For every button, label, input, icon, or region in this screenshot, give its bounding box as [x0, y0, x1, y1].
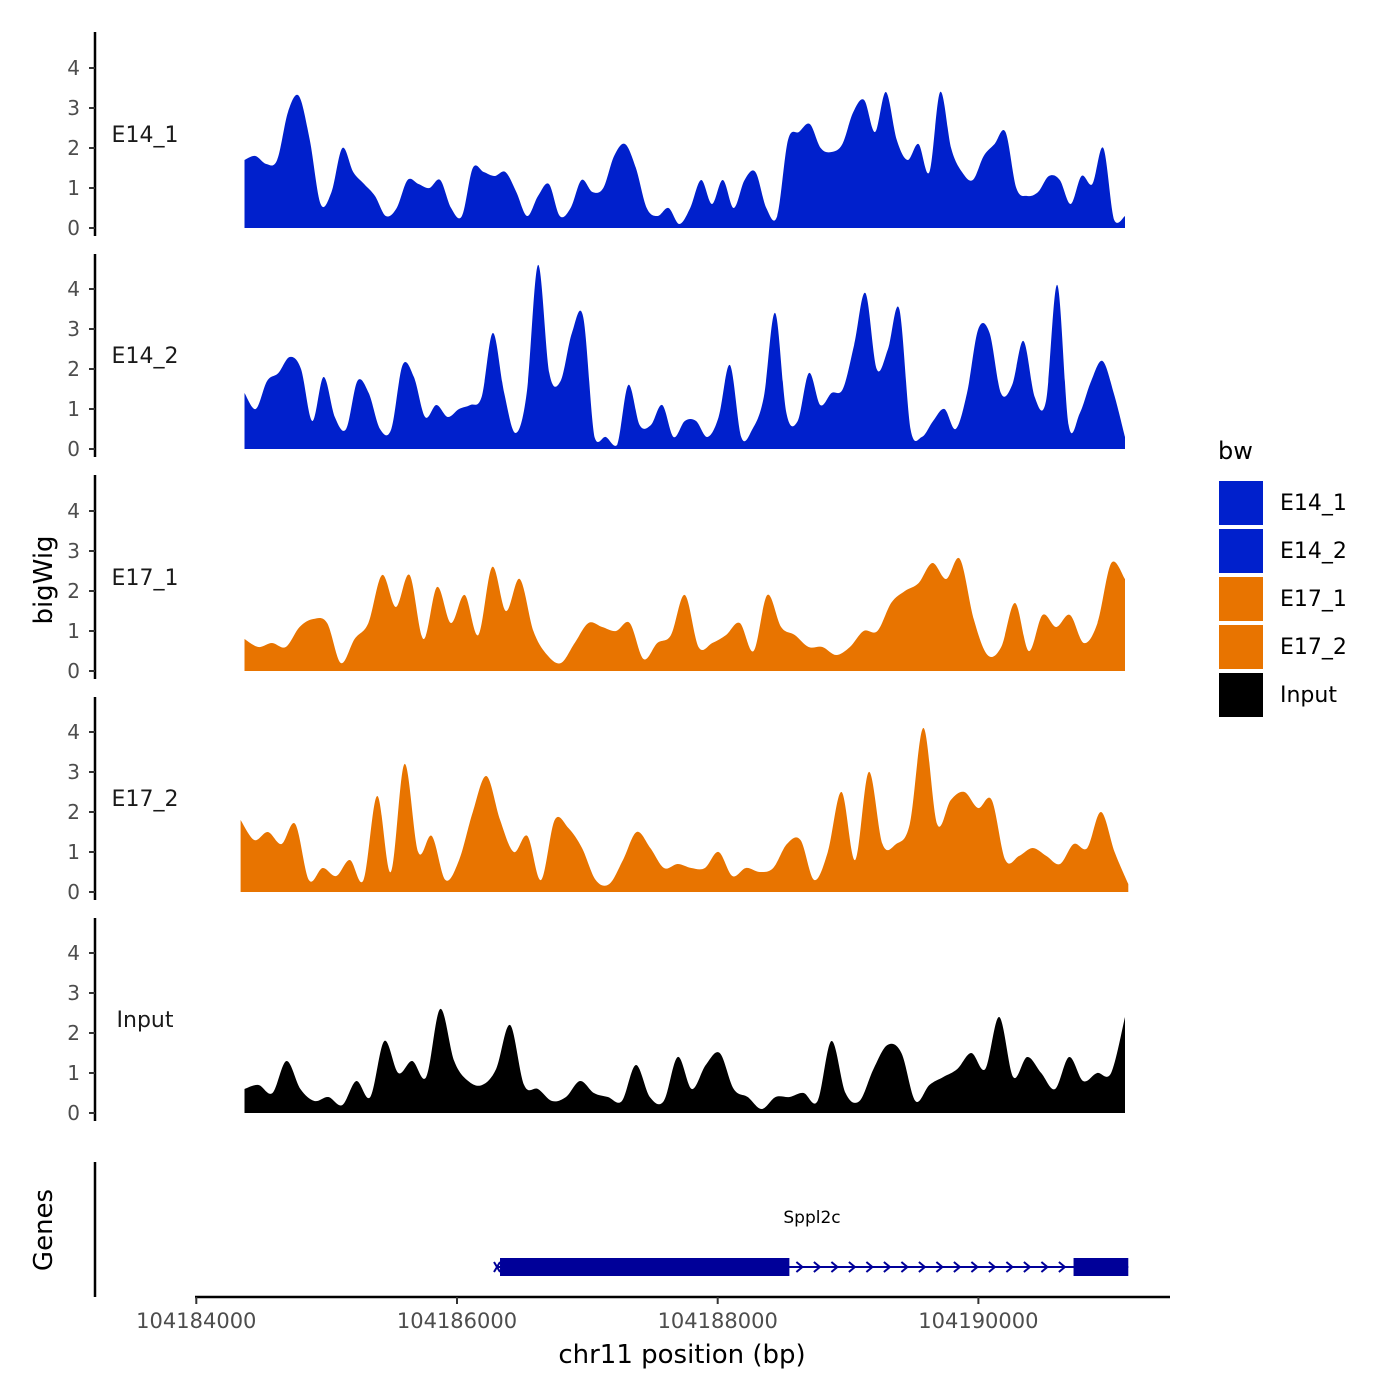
y-tick-label: 3	[67, 760, 80, 784]
area-E17_1	[244, 557, 1125, 671]
gene-track: Sppl2c	[93, 1162, 1129, 1297]
y-tick-label: 3	[67, 539, 80, 563]
track-label-E14_1: E14_1	[112, 123, 179, 148]
legend-key-E17_2	[1217, 623, 1265, 671]
legend-key-E14_1	[1217, 479, 1265, 527]
legend-label-E14_2: E14_2	[1280, 539, 1347, 564]
legend-key-Input	[1217, 671, 1265, 719]
gene-strand-arrow	[795, 1261, 804, 1273]
y-tick-label: 4	[67, 941, 80, 965]
y-tick-label: 3	[67, 317, 80, 341]
y-tick-label: 2	[67, 357, 80, 381]
gene-strand-arrow	[848, 1261, 857, 1273]
track-E17_2: 0 1 2 3 4 E17_2	[67, 697, 1129, 904]
gene-strand-arrow	[1040, 1261, 1049, 1273]
gene-strand-arrow	[813, 1261, 822, 1273]
y-tick-label: 0	[67, 880, 80, 904]
legend-label-E14_1: E14_1	[1280, 491, 1347, 516]
area-E14_1	[244, 91, 1125, 229]
y-tick-label: 2	[67, 800, 80, 824]
y-tick-label: 1	[67, 1061, 80, 1085]
legend-key-E14_2	[1217, 527, 1265, 575]
x-tick-label: 104184000	[136, 1309, 256, 1333]
y-tick-label: 4	[67, 499, 80, 523]
tracks-panel: 0 1 2 3 4 E14_1 0 1 2 3 4 E14_2 0 1 2 3 4 E17_1 0 1 2 3 4 E17_2…	[67, 32, 1129, 1125]
track-E14_2: 0 1 2 3 4 E14_2	[67, 254, 1125, 461]
track-E14_1: 0 1 2 3 4 E14_1	[67, 32, 1125, 240]
y-tick-label: 1	[67, 176, 80, 200]
track-label-E14_2: E14_2	[112, 344, 179, 369]
y-tick-label: 2	[67, 136, 80, 160]
track-E17_1: 0 1 2 3 4 E17_1	[67, 475, 1125, 683]
y-tick-label: 1	[67, 619, 80, 643]
area-Input	[244, 1008, 1125, 1113]
legend: bw E14_1 E14_2 E17_1 E17_2 Input	[1217, 437, 1347, 719]
gene-name-label: Sppl2c	[783, 1208, 840, 1228]
track-Input: 0 1 2 3 4 Input	[67, 918, 1125, 1125]
x-tick-label: 104186000	[397, 1309, 517, 1333]
gene-strand-arrow	[935, 1261, 944, 1273]
gene-exon-cds	[500, 1258, 790, 1276]
gene-strand-arrow	[1058, 1261, 1067, 1273]
gene-strand-arrow	[953, 1261, 962, 1273]
gene-strand-arrow	[1023, 1261, 1032, 1273]
area-E14_2	[244, 264, 1125, 449]
gene-start-marker	[493, 1261, 501, 1273]
legend-label-E17_1: E17_1	[1280, 587, 1347, 612]
y-tick-label: 3	[67, 96, 80, 120]
gene-strand-arrow	[830, 1261, 839, 1273]
legend-title: bw	[1218, 437, 1253, 465]
gene-strand-arrow	[1005, 1261, 1014, 1273]
y-tick-label: 2	[67, 1021, 80, 1045]
legend-label-Input: Input	[1280, 683, 1337, 708]
y-tick-label: 3	[67, 981, 80, 1005]
x-tick-label: 104188000	[658, 1309, 778, 1333]
y-tick-label: 0	[67, 659, 80, 683]
y-tick-label: 0	[67, 1101, 80, 1125]
track-label-Input: Input	[117, 1008, 174, 1033]
genes-axis-title: Genes	[29, 1189, 59, 1271]
gene-strand-arrow	[970, 1261, 979, 1273]
y-tick-label: 4	[67, 56, 80, 80]
gene-strand-arrow	[918, 1261, 927, 1273]
legend-label-E17_2: E17_2	[1280, 635, 1347, 660]
gene-strand-arrow	[900, 1261, 909, 1273]
gene-strand-arrow	[865, 1261, 874, 1273]
y-tick-label: 4	[67, 277, 80, 301]
area-E17_2	[240, 728, 1129, 892]
y-tick-label: 2	[67, 579, 80, 603]
x-tick-label: 104190000	[918, 1309, 1038, 1333]
y-tick-label: 1	[67, 840, 80, 864]
gene-exon-3prime	[1073, 1258, 1129, 1276]
x-axis: 104184000 104186000 104188000 104190000	[136, 1295, 1170, 1333]
y-axis-title: bigWig	[29, 535, 59, 624]
gene-strand-arrow	[988, 1261, 997, 1273]
y-tick-label: 1	[67, 397, 80, 421]
x-axis-title: chr11 position (bp)	[558, 1340, 805, 1370]
y-tick-label: 0	[67, 437, 80, 461]
y-tick-label: 4	[67, 720, 80, 744]
legend-key-E17_1	[1217, 575, 1265, 623]
track-label-E17_1: E17_1	[112, 566, 179, 591]
track-label-E17_2: E17_2	[112, 787, 179, 812]
gene-strand-arrow	[883, 1261, 892, 1273]
y-tick-label: 0	[67, 216, 80, 240]
